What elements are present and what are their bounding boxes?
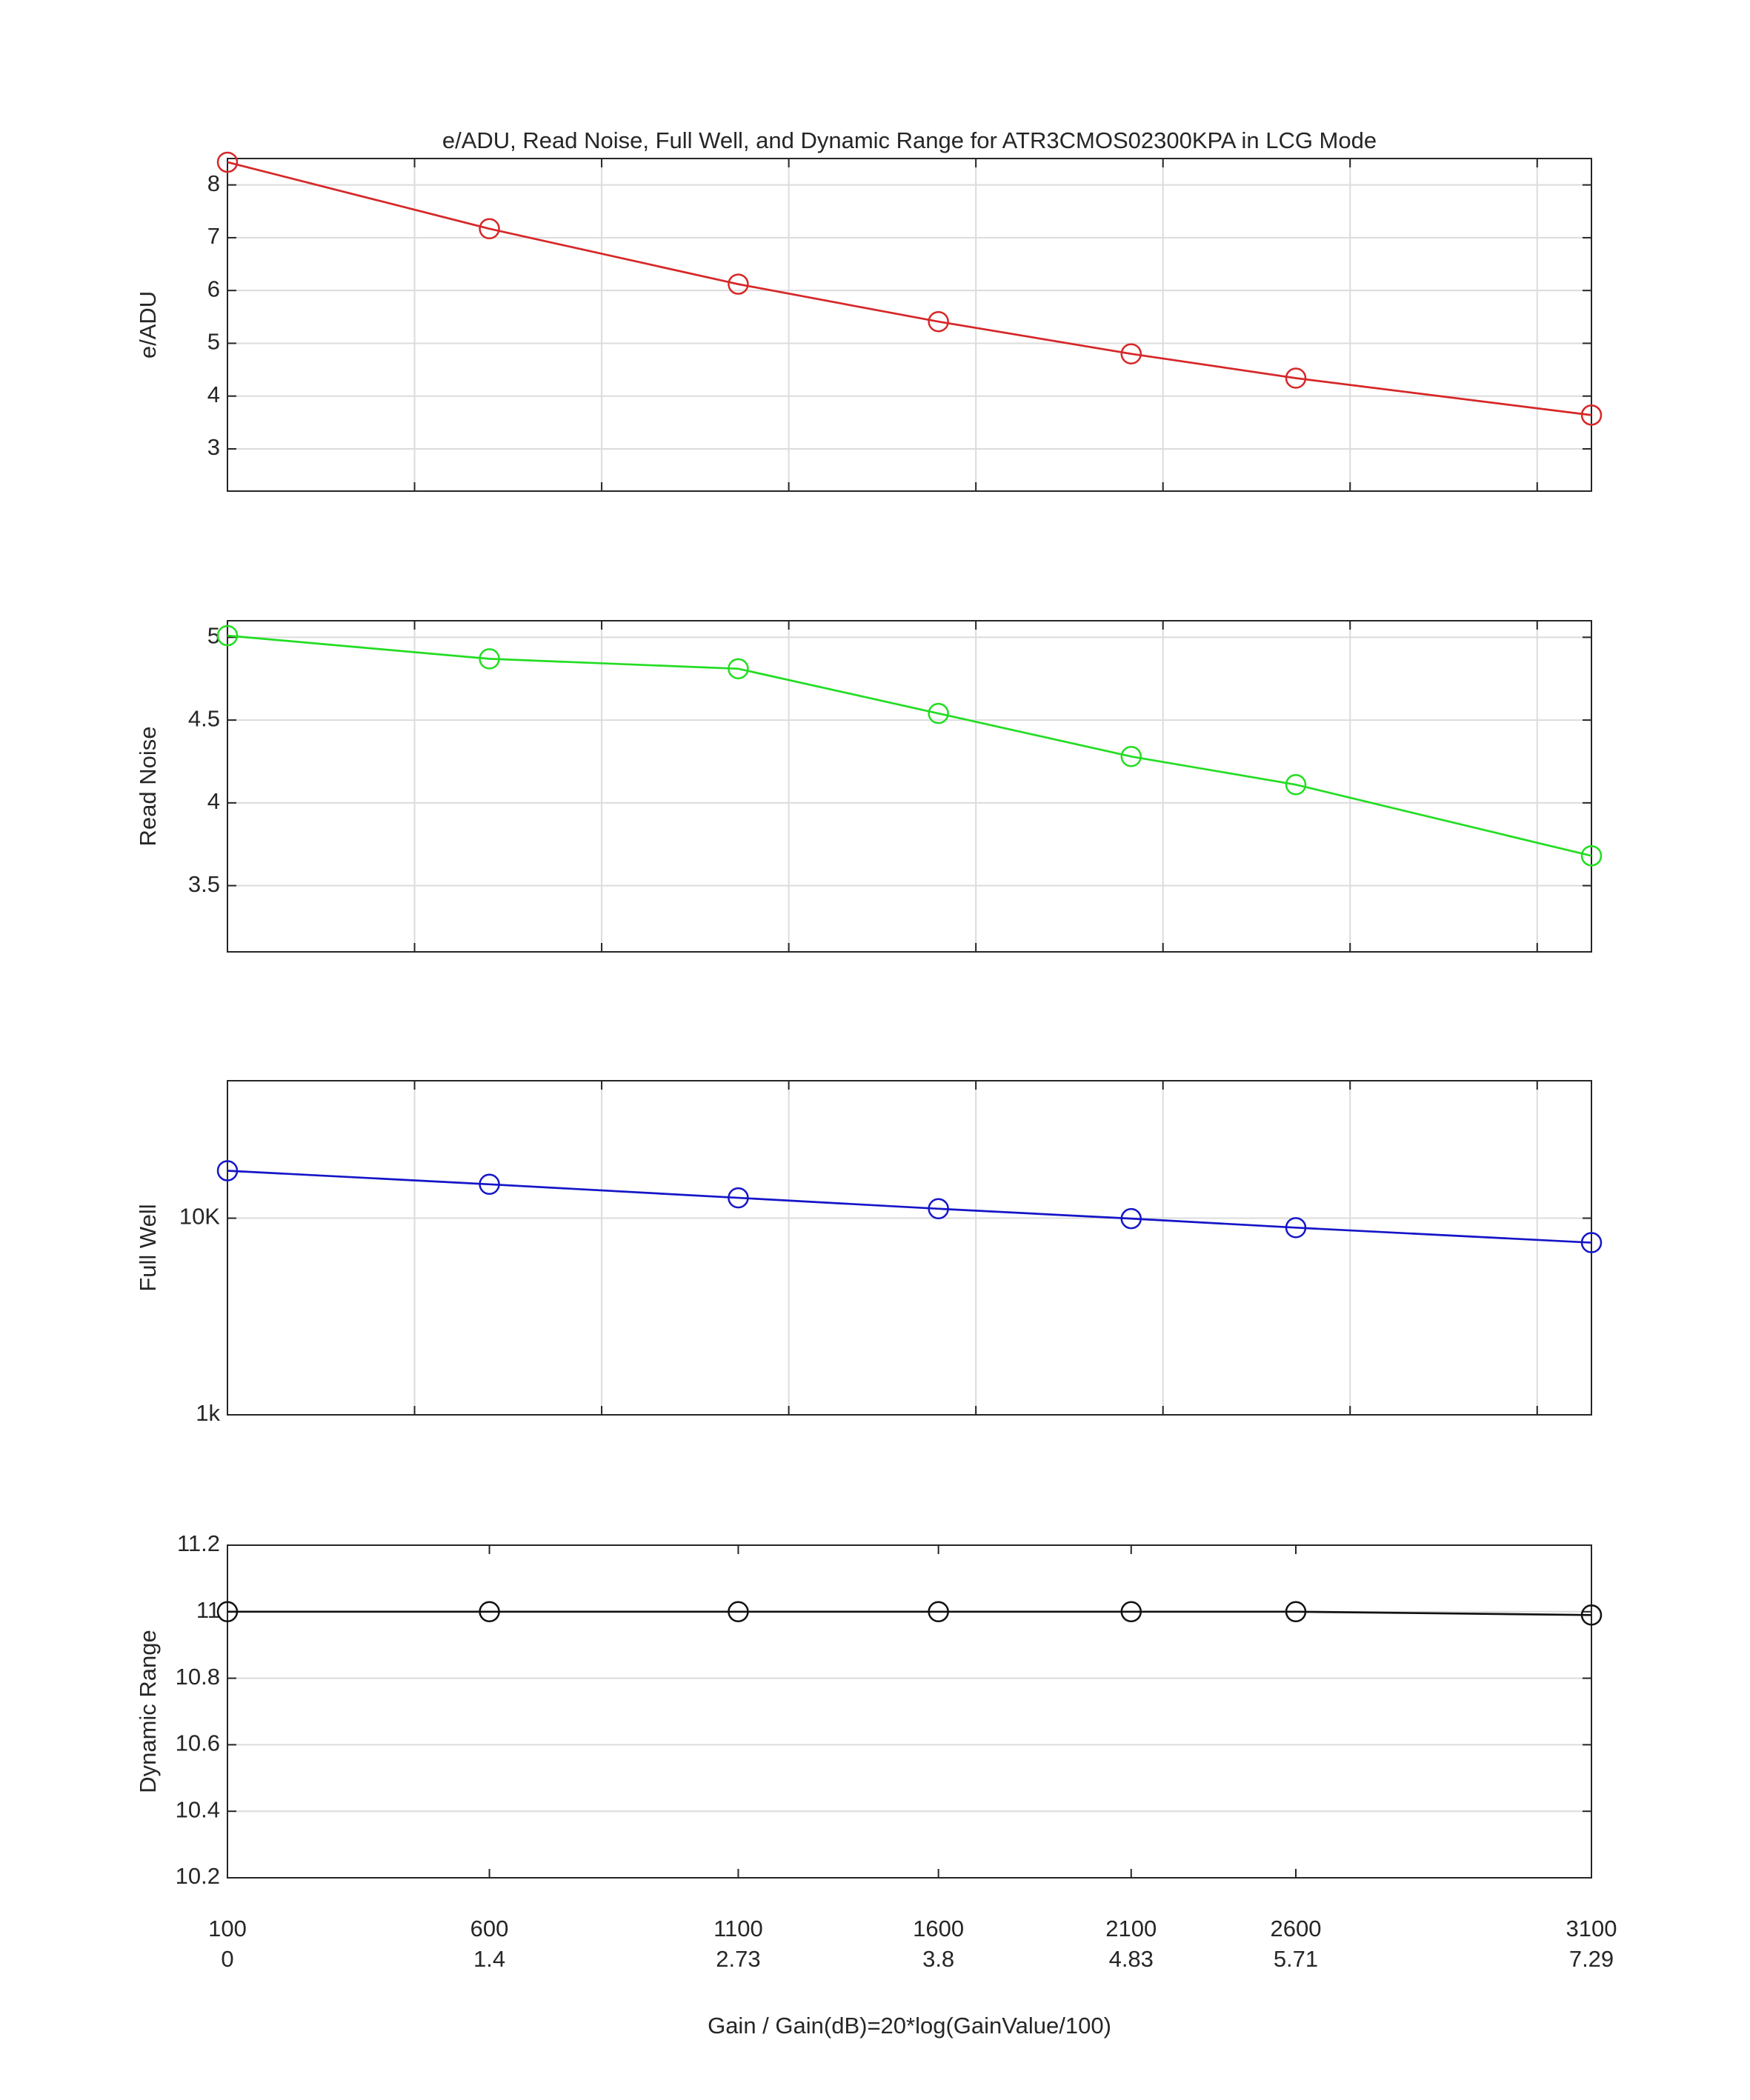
data-marker <box>1120 746 1142 767</box>
y-tick-label: 6 <box>207 276 220 301</box>
data-line <box>227 1170 1592 1244</box>
chart-title: e/ADU, Read Noise, Full Well, and Dynami… <box>442 127 1377 153</box>
y-tick-label: 4.5 <box>188 705 220 731</box>
data-marker <box>1580 1232 1603 1253</box>
x-tick-label: 3100 <box>1566 1916 1617 1941</box>
y-tick-label: 10.4 <box>176 1796 220 1822</box>
y-tick-label: 8 <box>207 170 220 196</box>
x-tick-label: 600 <box>470 1916 509 1941</box>
x-tick-label: 100 <box>208 1916 247 1941</box>
y-axis-label: Full Well <box>135 1204 161 1291</box>
x-tick-label: 2100 <box>1105 1916 1157 1941</box>
y-tick-label: 11.2 <box>177 1530 220 1556</box>
y-tick-label: 5 <box>207 623 220 649</box>
data-marker <box>1120 343 1142 364</box>
data-marker <box>1120 1601 1142 1623</box>
data-marker <box>1285 1217 1307 1239</box>
data-line <box>227 1610 1592 1616</box>
data-marker <box>1580 404 1603 426</box>
y-tick-label: 10.8 <box>176 1664 220 1690</box>
axes-box <box>227 620 1592 953</box>
x-tick-label: 7.29 <box>1569 1946 1614 1972</box>
data-marker <box>728 658 749 680</box>
data-line <box>227 634 1592 857</box>
y-tick-label: 10.2 <box>176 1863 220 1889</box>
y-tick-label: 1k <box>196 1400 220 1426</box>
x-axis-label: Gain / Gain(dB)=20*log(GainValue/100) <box>708 2013 1111 2039</box>
data-marker <box>216 151 239 173</box>
data-marker <box>216 1160 239 1181</box>
x-tick-label: 2600 <box>1271 1916 1322 1941</box>
data-marker <box>728 1187 749 1209</box>
data-marker <box>928 310 949 333</box>
y-tick-label: 7 <box>207 223 220 249</box>
x-tick-label: 4.83 <box>1109 1946 1154 1972</box>
axes-box <box>227 1080 1592 1416</box>
data-marker <box>928 1198 949 1220</box>
data-marker <box>479 1173 500 1196</box>
y-axis-label: e/ADU <box>135 291 161 359</box>
x-tick-label: 1.4 <box>473 1946 505 1972</box>
data-marker <box>728 273 749 295</box>
y-tick-label: 11 <box>196 1597 220 1623</box>
data-marker <box>479 218 500 240</box>
data-marker <box>1285 1601 1307 1623</box>
x-tick-label: 5.71 <box>1274 1946 1318 1972</box>
data-marker <box>728 1601 749 1623</box>
y-tick-label: 4 <box>207 788 220 814</box>
data-marker <box>928 702 949 724</box>
y-tick-label: 5 <box>207 329 220 355</box>
data-marker <box>1285 367 1307 389</box>
axes-box <box>227 1544 1592 1879</box>
x-tick-label: 0 <box>221 1946 233 1972</box>
data-marker <box>1580 1604 1603 1626</box>
y-axis-label: Read Noise <box>135 727 161 847</box>
x-tick-label: 1600 <box>913 1916 964 1941</box>
data-marker <box>1580 845 1603 867</box>
y-tick-label: 4 <box>207 381 220 407</box>
data-marker <box>1285 774 1307 796</box>
data-marker <box>216 1601 239 1623</box>
x-tick-label: 1100 <box>713 1916 763 1941</box>
x-tick-label: 3.8 <box>922 1946 954 1972</box>
y-tick-label: 3.5 <box>188 871 220 897</box>
y-axis-label: Dynamic Range <box>135 1630 161 1793</box>
y-tick-label: 3 <box>207 434 220 460</box>
data-marker <box>479 648 500 670</box>
data-marker <box>479 1601 500 1623</box>
data-marker <box>1120 1207 1142 1230</box>
y-tick-label: 10K <box>179 1204 220 1230</box>
data-line <box>227 161 1592 416</box>
x-tick-label: 2.73 <box>716 1946 760 1972</box>
y-tick-label: 10.6 <box>176 1730 220 1756</box>
data-marker <box>928 1601 949 1623</box>
data-marker <box>216 624 239 647</box>
axes-box <box>227 158 1592 492</box>
